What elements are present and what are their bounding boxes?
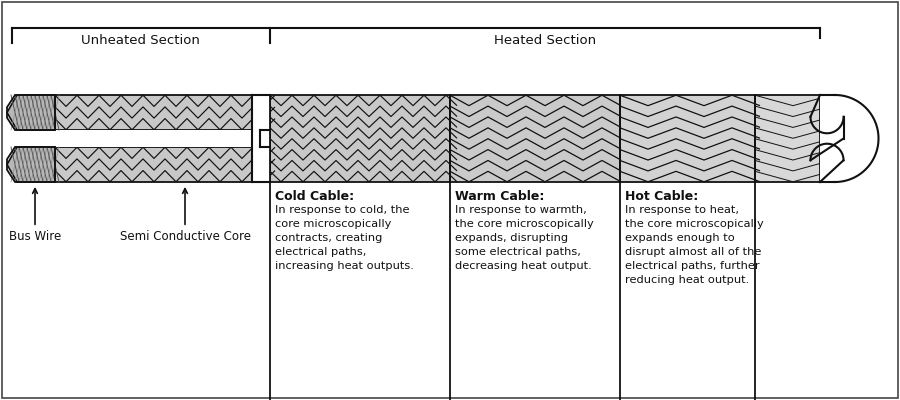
Bar: [55, 147, 270, 182]
Bar: [15, 147, 55, 182]
Polygon shape: [7, 147, 55, 182]
Polygon shape: [7, 95, 55, 130]
Text: Bus Wire: Bus Wire: [9, 189, 61, 243]
Bar: [755, 95, 820, 182]
Bar: [55, 130, 270, 147]
Text: Semi Conductive Core: Semi Conductive Core: [120, 189, 250, 243]
Bar: [270, 95, 450, 182]
Text: Hot Cable:: Hot Cable:: [625, 190, 698, 203]
Text: Unheated Section: Unheated Section: [81, 34, 200, 47]
Bar: [450, 95, 620, 182]
Text: In response to warmth,
the core microscopically
expands, disrupting
some electri: In response to warmth, the core microsco…: [455, 205, 594, 271]
Text: Warm Cable:: Warm Cable:: [455, 190, 544, 203]
Text: Cold Cable:: Cold Cable:: [275, 190, 354, 203]
Bar: [620, 95, 755, 182]
Text: Heated Section: Heated Section: [494, 34, 596, 47]
Bar: [252, 95, 270, 182]
Bar: [820, 95, 855, 182]
Bar: [55, 95, 270, 130]
Bar: [15, 95, 55, 130]
Text: In response to heat,
the core microscopically
expands enough to
disrupt almost a: In response to heat, the core microscopi…: [625, 205, 764, 285]
Text: In response to cold, the
core microscopically
contracts, creating
electrical pat: In response to cold, the core microscopi…: [275, 205, 414, 271]
Bar: [260, 130, 270, 147]
